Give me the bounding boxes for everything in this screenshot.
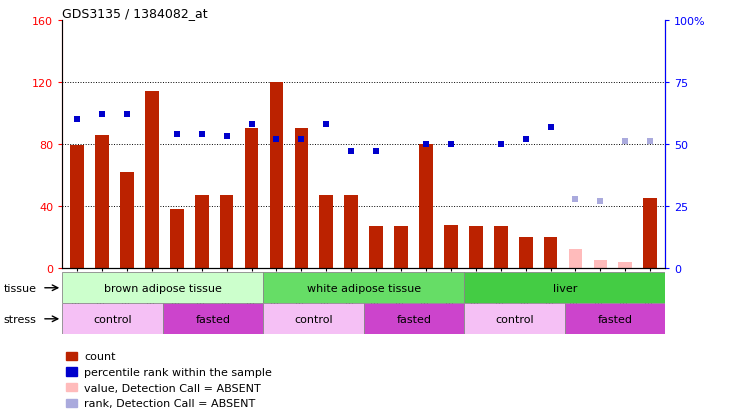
Bar bbox=[62, 273, 263, 304]
Text: rank, Detection Call = ABSENT: rank, Detection Call = ABSENT bbox=[84, 399, 255, 408]
Bar bbox=[344, 196, 358, 268]
Bar bbox=[369, 227, 383, 268]
Bar bbox=[464, 273, 665, 304]
Text: count: count bbox=[84, 351, 115, 361]
Text: control: control bbox=[495, 314, 534, 324]
Text: fasted: fasted bbox=[195, 314, 230, 324]
Bar bbox=[170, 210, 183, 268]
Bar bbox=[444, 225, 458, 268]
Text: brown adipose tissue: brown adipose tissue bbox=[104, 283, 221, 293]
Bar bbox=[120, 173, 134, 268]
Bar bbox=[494, 227, 507, 268]
Bar bbox=[145, 92, 159, 268]
Text: tissue: tissue bbox=[4, 283, 37, 293]
Bar bbox=[245, 129, 258, 268]
Text: fasted: fasted bbox=[396, 314, 431, 324]
Bar bbox=[569, 250, 583, 268]
Bar bbox=[295, 129, 308, 268]
Bar bbox=[469, 227, 482, 268]
Bar bbox=[618, 262, 632, 268]
Bar bbox=[263, 273, 464, 304]
Bar bbox=[319, 196, 333, 268]
Text: stress: stress bbox=[4, 314, 37, 324]
Text: value, Detection Call = ABSENT: value, Detection Call = ABSENT bbox=[84, 383, 261, 393]
Bar bbox=[220, 196, 233, 268]
Bar bbox=[643, 199, 657, 268]
Bar bbox=[270, 83, 284, 268]
Bar bbox=[95, 135, 109, 268]
Text: white adipose tissue: white adipose tissue bbox=[306, 283, 421, 293]
Bar bbox=[419, 145, 433, 268]
Bar bbox=[263, 304, 364, 335]
Bar bbox=[394, 227, 408, 268]
Bar bbox=[364, 304, 464, 335]
Text: liver: liver bbox=[553, 283, 577, 293]
Bar bbox=[544, 237, 558, 268]
Bar bbox=[564, 304, 665, 335]
Bar bbox=[70, 146, 84, 268]
Text: control: control bbox=[93, 314, 132, 324]
Bar bbox=[464, 304, 564, 335]
Bar bbox=[62, 304, 162, 335]
Bar bbox=[594, 261, 607, 268]
Bar bbox=[519, 237, 532, 268]
Bar bbox=[162, 304, 263, 335]
Text: GDS3135 / 1384082_at: GDS3135 / 1384082_at bbox=[62, 7, 208, 19]
Text: control: control bbox=[294, 314, 333, 324]
Bar bbox=[195, 196, 208, 268]
Text: percentile rank within the sample: percentile rank within the sample bbox=[84, 367, 272, 377]
Text: fasted: fasted bbox=[597, 314, 632, 324]
